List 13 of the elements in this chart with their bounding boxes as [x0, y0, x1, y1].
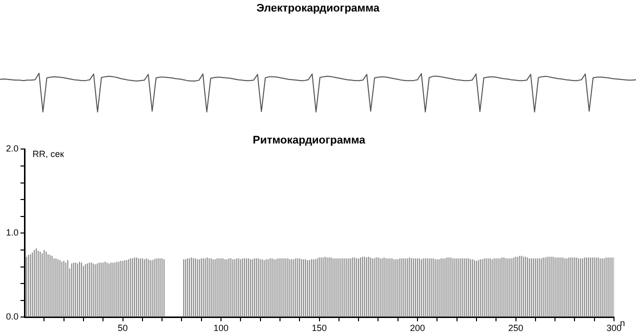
y-axis-title: RR, сек [32, 149, 64, 160]
x-tick-label: 150 [312, 323, 327, 334]
x-tick-label: 250 [508, 323, 524, 334]
y-tick-label: 2.0 [6, 144, 19, 154]
x-tick-label: 100 [213, 323, 229, 334]
y-tick-label: 0.0 [6, 312, 19, 322]
y-tick-label: 1.0 [6, 228, 19, 238]
chart-title: Ритмокардиограмма [252, 134, 366, 147]
x-tick-label: 50 [118, 323, 128, 334]
x-tick-label: 200 [410, 323, 426, 334]
x-tick-label: 300 [606, 323, 622, 334]
x-axis-title: n [620, 318, 626, 328]
chart-title: Электрокардиограмма [256, 2, 380, 15]
